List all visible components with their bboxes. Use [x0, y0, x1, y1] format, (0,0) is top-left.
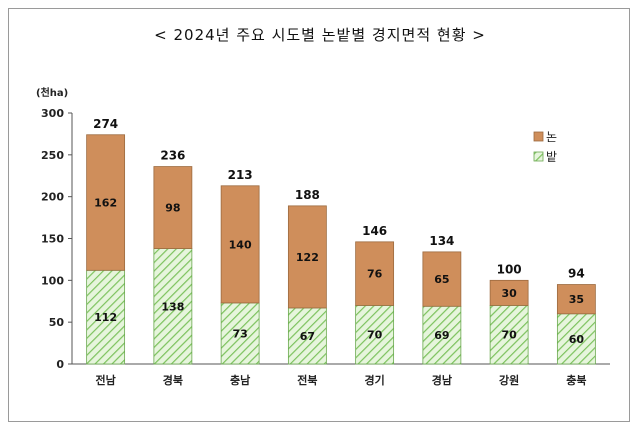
y-axis-unit-label: (천ha): [36, 86, 68, 99]
y-tick-label: 100: [41, 274, 64, 287]
data-label-paddy: 76: [367, 268, 383, 281]
legend-item-paddy-swatch: [533, 131, 544, 142]
data-label-dry-field: 138: [161, 300, 184, 313]
legend-item-paddy-label: 논: [546, 130, 557, 144]
x-tick-label: 강원: [499, 373, 519, 387]
y-tick-label: 300: [41, 107, 64, 120]
bar-segment-paddy: [220, 185, 260, 304]
data-label-paddy: 30: [501, 287, 517, 300]
data-label-paddy: 122: [296, 251, 319, 264]
y-tick-label: 200: [41, 191, 64, 204]
data-label-total: 188: [295, 188, 320, 202]
data-label-paddy: 65: [434, 273, 449, 286]
bar-segment-paddy: [153, 166, 193, 249]
x-tick-label: 충북: [566, 373, 586, 387]
data-label-total: 100: [497, 262, 522, 276]
data-label-total: 274: [93, 117, 118, 131]
legend-item-dry-field-swatch: [533, 151, 544, 162]
data-label-dry-field: 69: [434, 329, 449, 342]
bar-segment-dry-field: [86, 269, 126, 365]
x-tick-label: 전북: [297, 373, 317, 387]
x-tick-label: 경북: [163, 373, 183, 387]
data-label-total: 134: [429, 234, 454, 248]
y-tick-label: 0: [56, 358, 64, 371]
bar-segment-dry-field: [556, 313, 596, 365]
x-tick-label: 전남: [96, 373, 116, 387]
bar-segment-paddy: [86, 134, 126, 271]
chart-title: < 2024년 주요 시도별 논밭별 경지면적 현황 >: [154, 26, 486, 44]
legend-item-dry-field-label: 밭: [546, 150, 557, 164]
bar-segment-paddy: [422, 251, 462, 307]
bar-segment-paddy: [489, 279, 529, 306]
data-label-dry-field: 73: [232, 327, 247, 340]
data-label-total: 213: [228, 168, 253, 182]
bar-segment-paddy: [355, 241, 395, 306]
bar-segment-dry-field: [220, 302, 260, 365]
data-label-paddy: 98: [165, 202, 180, 215]
data-label-total: 94: [568, 267, 585, 281]
bar-segment-dry-field: [153, 248, 193, 365]
data-label-dry-field: 70: [367, 329, 383, 342]
bar-segment-paddy: [556, 284, 596, 315]
bar-segment-dry-field: [489, 305, 529, 365]
data-label-total: 146: [362, 224, 387, 238]
bar-segment-paddy: [287, 205, 327, 309]
data-label-dry-field: 112: [94, 311, 117, 324]
data-label-paddy: 35: [569, 293, 584, 306]
data-label-dry-field: 60: [569, 333, 585, 346]
bar-segment-dry-field: [422, 305, 462, 365]
y-tick-label: 50: [49, 316, 65, 329]
y-tick-label: 150: [41, 233, 64, 246]
data-label-paddy: 140: [229, 238, 252, 251]
data-label-dry-field: 67: [300, 330, 315, 343]
x-tick-label: 충남: [230, 373, 250, 387]
x-tick-label: 경기: [365, 373, 385, 387]
data-label-dry-field: 70: [501, 329, 517, 342]
data-label-total: 236: [160, 149, 185, 163]
x-tick-label: 경남: [432, 373, 452, 387]
data-label-paddy: 162: [94, 197, 117, 210]
y-tick-label: 250: [41, 149, 64, 162]
bar-segment-dry-field: [355, 305, 395, 365]
